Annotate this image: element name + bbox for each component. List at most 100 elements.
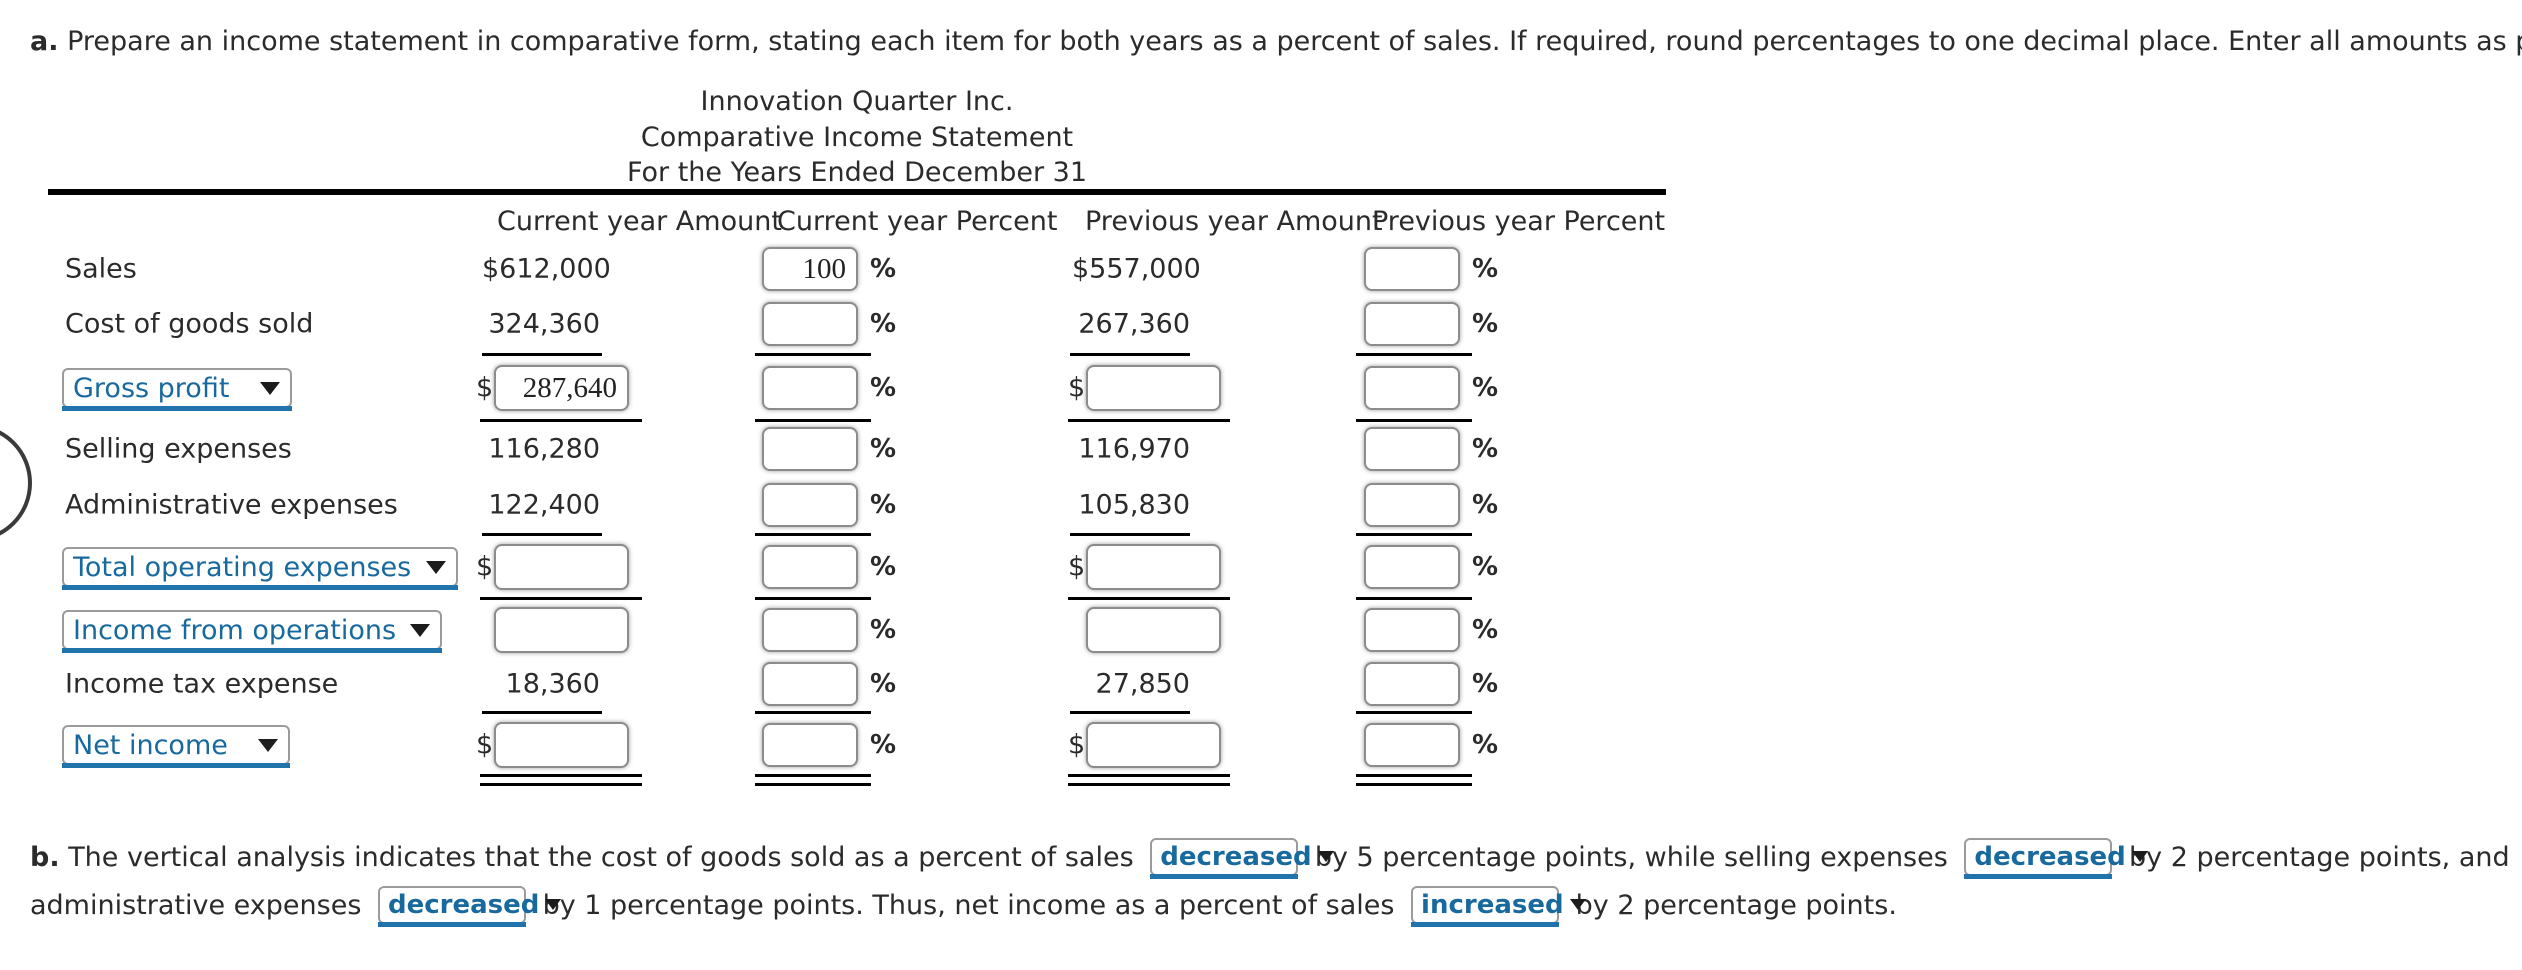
total-rule [1356,597,1472,600]
previous-amount-value: $557,000 [1072,253,1201,285]
cogs-change-select[interactable]: decreased [1150,837,1334,879]
previous-percent-input[interactable] [1364,302,1460,346]
income-from-operations-select[interactable]: Income from operations [62,610,442,653]
current-amount-value: $612,000 [482,253,611,285]
previous-percent-input[interactable] [1364,427,1460,471]
row-label: Selling expenses [65,433,292,465]
total-rule [482,353,602,356]
total-rule [755,711,871,714]
percent-sign: % [870,615,897,645]
selected-option-label: decreased [387,889,540,920]
dollar-sign: $ [476,372,494,404]
part-b-text: The vertical analysis indicates that the… [68,842,1134,873]
total-rule [755,419,871,422]
current-percent-input[interactable] [762,427,858,471]
current-percent-input[interactable] [762,545,858,589]
percent-sign: % [1472,309,1499,339]
part-b-text: administrative expenses [30,890,362,921]
part-b-text: by 1 percentage points. Thus, net income… [542,890,1395,921]
current-amount-value: 18,360 [505,668,600,700]
table-row-gross-profit: Gross profit $ % $ % [0,358,1700,422]
current-amount-input[interactable] [494,365,629,411]
selected-option-label: decreased [1160,841,1312,872]
current-amount-input[interactable] [494,607,629,653]
table-row-administrative-expenses: Administrative expenses 122,400 % 105,83… [0,478,1700,536]
percent-sign: % [1472,373,1499,403]
row-label: Income tax expense [65,668,339,700]
total-rule [1068,419,1230,422]
current-percent-input[interactable] [762,247,858,291]
total-rule [480,597,642,600]
total-operating-expenses-select[interactable]: Total operating expenses [62,547,458,590]
percent-sign: % [870,490,897,520]
percent-sign: % [1472,552,1499,582]
previous-amount-input[interactable] [1086,722,1221,768]
statement-period: For the Years Ended December 31 [626,157,1088,188]
selected-option-label: Total operating expenses [73,551,412,583]
current-amount-input[interactable] [494,722,629,768]
current-amount-value: 122,400 [488,489,600,521]
previous-percent-input[interactable] [1364,366,1460,410]
dropdown-arrow-icon [410,623,430,637]
total-rule [1070,533,1190,536]
total-rule [480,419,642,422]
table-row-total-operating-expenses: Total operating expenses $ % $ % [0,538,1700,600]
net-income-change-select[interactable]: increased [1411,885,1586,927]
gross-profit-select[interactable]: Gross profit [62,368,292,411]
previous-percent-input[interactable] [1364,545,1460,589]
previous-percent-input[interactable] [1364,662,1460,706]
selected-option-label: Gross profit [73,372,230,404]
total-rule [1356,711,1472,714]
current-percent-input[interactable] [762,608,858,652]
total-rule [1356,533,1472,536]
selected-option-label: decreased [1974,841,2126,872]
percent-sign: % [870,730,897,760]
dropdown-arrow-icon [1569,899,1586,910]
percent-sign: % [870,669,897,699]
current-percent-input[interactable] [762,483,858,527]
dollar-sign: $ [476,729,494,761]
total-rule [482,711,602,714]
header-current-year-percent: Current year Percent [777,206,1058,237]
previous-amount-input[interactable] [1086,607,1221,653]
current-percent-input[interactable] [762,366,858,410]
instruction-a-text: Prepare an income statement in comparati… [67,26,2522,57]
dollar-sign: $ [1068,729,1086,761]
header-previous-year-amount: Previous year Amount [1085,206,1383,237]
dropdown-arrow-icon [545,899,562,910]
total-rule [1356,353,1472,356]
dollar-sign: $ [1068,372,1086,404]
previous-amount-value: 267,360 [1078,308,1190,340]
previous-amount-input[interactable] [1086,365,1221,411]
net-income-select[interactable]: Net income [62,725,290,768]
table-row-income-tax-expense: Income tax expense 18,360 % 27,850 % [0,658,1700,714]
row-label: Administrative expenses [65,489,398,521]
current-percent-input[interactable] [762,662,858,706]
previous-percent-input[interactable] [1364,247,1460,291]
table-row-net-income: Net income $ % $ % [0,716,1700,786]
selling-expenses-change-select[interactable]: decreased [1964,837,2148,879]
percent-sign: % [1472,434,1499,464]
current-percent-input[interactable] [762,302,858,346]
dropdown-arrow-icon [1317,851,1334,862]
total-rule [1356,419,1472,422]
selected-option-label: increased [1421,889,1564,920]
previous-percent-input[interactable] [1364,483,1460,527]
part-b-text: by 5 percentage points, while selling ex… [1314,842,1948,873]
administrative-expenses-change-select[interactable]: decreased [377,885,562,927]
dropdown-arrow-icon [260,381,280,395]
previous-amount-input[interactable] [1086,544,1221,590]
selected-option-label: Net income [73,729,228,761]
previous-percent-input[interactable] [1364,608,1460,652]
percent-sign: % [1472,254,1499,284]
percent-sign: % [1472,615,1499,645]
previous-percent-input[interactable] [1364,723,1460,767]
part-b-line-1: b. The vertical analysis indicates that … [30,834,2510,882]
total-rule [755,353,871,356]
total-rule [1068,597,1230,600]
previous-amount-value: 105,830 [1078,489,1190,521]
current-amount-input[interactable] [494,544,629,590]
current-percent-input[interactable] [762,723,858,767]
double-rule [1356,774,1472,786]
